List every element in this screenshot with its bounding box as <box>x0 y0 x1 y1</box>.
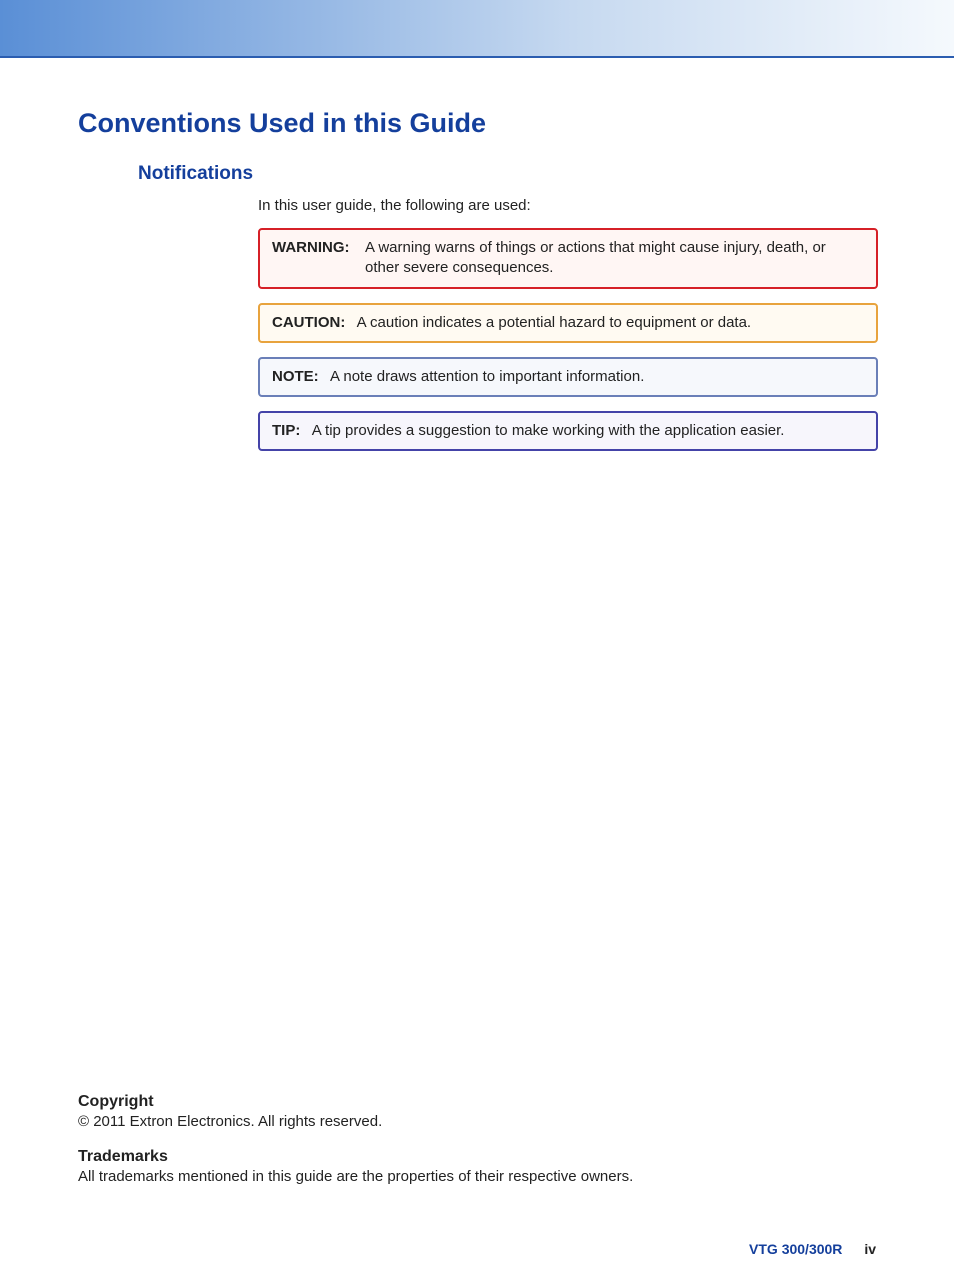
page-body: Conventions Used in this Guide Notificat… <box>0 108 954 1285</box>
copyright-heading: Copyright <box>78 1093 876 1111</box>
caution-text: A caution indicates a potential hazard t… <box>357 314 751 331</box>
page-number: VTG 300/300R iv <box>749 1241 876 1257</box>
page-title: Conventions Used in this Guide <box>78 108 876 139</box>
tip-text: A tip provides a suggestion to make work… <box>312 422 785 439</box>
header-gradient-bar <box>0 0 954 56</box>
note-text: A note draws attention to important info… <box>330 368 644 385</box>
tip-label: TIP: <box>272 421 300 441</box>
trademarks-text: All trademarks mentioned in this guide a… <box>78 1168 876 1185</box>
legal-footer: Copyright © 2011 Extron Electronics. All… <box>78 1093 876 1203</box>
header-rule <box>0 56 954 58</box>
warning-box: WARNING: A warning warns of things or ac… <box>258 228 878 289</box>
caution-box: CAUTION: A caution indicates a potential… <box>258 303 878 343</box>
caution-label: CAUTION: <box>272 313 345 333</box>
page-roman: iv <box>864 1241 876 1257</box>
warning-label: WARNING: <box>272 238 357 279</box>
copyright-text: © 2011 Extron Electronics. All rights re… <box>78 1113 876 1130</box>
model-label: VTG 300/300R <box>749 1241 842 1257</box>
warning-text: A warning warns of things or actions tha… <box>365 238 864 279</box>
callout-list: WARNING: A warning warns of things or ac… <box>258 228 878 451</box>
intro-paragraph: In this user guide, the following are us… <box>258 197 876 214</box>
trademarks-heading: Trademarks <box>78 1148 876 1166</box>
tip-box: TIP: A tip provides a suggestion to make… <box>258 411 878 451</box>
note-label: NOTE: <box>272 367 319 387</box>
section-subtitle: Notifications <box>138 163 876 185</box>
note-box: NOTE: A note draws attention to importan… <box>258 357 878 397</box>
